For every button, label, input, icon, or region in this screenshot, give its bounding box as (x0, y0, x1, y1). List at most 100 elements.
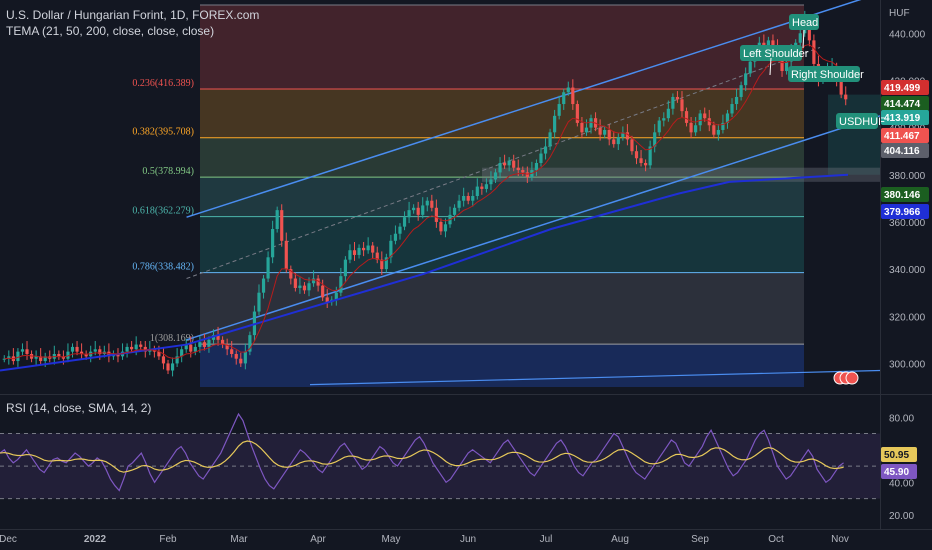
candle-body (334, 292, 338, 300)
candle-body (625, 132, 629, 140)
candle-body (503, 162, 507, 166)
candle-body (230, 349, 234, 354)
candle-body (339, 276, 343, 293)
candle-body (25, 349, 29, 354)
candle-body (311, 278, 316, 284)
candle-body (2, 358, 6, 360)
candle-body (698, 113, 702, 126)
candle-body (475, 186, 479, 196)
candle-body (134, 344, 138, 350)
candle-body (452, 207, 457, 215)
price-tick: 440.000 (889, 29, 926, 40)
candle-body (421, 205, 425, 215)
candle-body (348, 250, 352, 260)
candle-body (707, 118, 711, 126)
candle-body (234, 353, 238, 359)
fib-zone-5 (200, 272, 804, 345)
candle-body (466, 196, 470, 201)
candle-body (380, 259, 384, 270)
price-label-text: 414.474 (884, 99, 921, 110)
rsi-label-box (881, 447, 917, 462)
candle-body (193, 346, 197, 352)
candle-body (425, 200, 429, 206)
price-label-box (881, 204, 929, 219)
candle-body (553, 115, 557, 133)
candle-body (325, 297, 329, 303)
candle-body (653, 132, 657, 147)
price-tick: 300.000 (889, 359, 926, 370)
candle-body (139, 344, 143, 347)
candle-body (739, 85, 743, 97)
rsi-label-box (881, 464, 917, 479)
annotation-box (740, 45, 802, 61)
candle-body (107, 351, 111, 357)
candle-body (398, 226, 402, 234)
rsi-label-text: 50.95 (884, 450, 909, 461)
candle-body (384, 257, 388, 270)
candle-body (389, 240, 393, 258)
price-label-text: 411.467 (884, 131, 920, 142)
candle-body (493, 172, 498, 180)
candle-body (161, 356, 166, 364)
candle-body (316, 278, 320, 286)
candle-body (430, 200, 434, 208)
candle-body (302, 285, 307, 291)
candle-body (375, 252, 379, 260)
candle-body (580, 122, 584, 133)
candle-body (362, 247, 366, 251)
candle-body (298, 285, 302, 288)
price-tick: 320.000 (889, 312, 926, 323)
candle-body (39, 356, 43, 362)
candle-body (170, 363, 175, 371)
candle-body (644, 162, 648, 166)
annotation-text: Head (792, 17, 818, 29)
annotation-box (789, 14, 819, 30)
candle-body (589, 118, 593, 128)
rsi-tick: 40.00 (889, 478, 914, 489)
candle-body (307, 283, 311, 291)
candle-body (689, 122, 693, 133)
time-label: Aug (611, 534, 629, 545)
candle-body (680, 99, 684, 112)
candle-body (125, 346, 129, 352)
candle-body (116, 353, 120, 357)
candle-body (293, 278, 297, 288)
candle-body (98, 349, 102, 354)
candle-body (207, 339, 211, 347)
candle-body (603, 129, 607, 135)
price-tick: 360.000 (889, 218, 926, 229)
candle-body (471, 196, 475, 201)
candle-body (744, 73, 748, 86)
parallel-channel (186, 0, 881, 386)
candle-body (630, 139, 634, 152)
candle-body (584, 127, 589, 133)
price-label-box (881, 96, 929, 111)
candle-body (248, 335, 252, 352)
rsi-label-text: 45.90 (884, 467, 909, 478)
candle-body (20, 349, 25, 352)
time-label: Nov (831, 534, 849, 545)
candle-body (198, 342, 202, 347)
candle-body (225, 344, 229, 350)
fib-zone-3 (200, 177, 804, 217)
fib-label-3: 0.618(362.279) (132, 206, 194, 217)
candle-body (271, 229, 275, 258)
time-label: Dec (0, 534, 17, 545)
rsi-tick: 20.00 (889, 511, 914, 522)
candle-body (621, 132, 625, 138)
annotation-box (788, 66, 860, 82)
price-tick: 340.000 (889, 265, 926, 276)
candle-body (666, 108, 670, 119)
candle-body (289, 269, 293, 279)
candle-body (571, 87, 575, 105)
candle-body (257, 292, 261, 312)
candle-body (34, 356, 38, 359)
candle-body (275, 210, 279, 230)
candle-body (439, 221, 443, 232)
rsi-pane (0, 412, 880, 500)
chart-title: U.S. Dollar / Hungarian Forint, 1D, FORE… (6, 8, 260, 22)
candle-body (416, 207, 420, 215)
time-label: Jul (540, 534, 553, 545)
time-label: Apr (310, 534, 326, 545)
